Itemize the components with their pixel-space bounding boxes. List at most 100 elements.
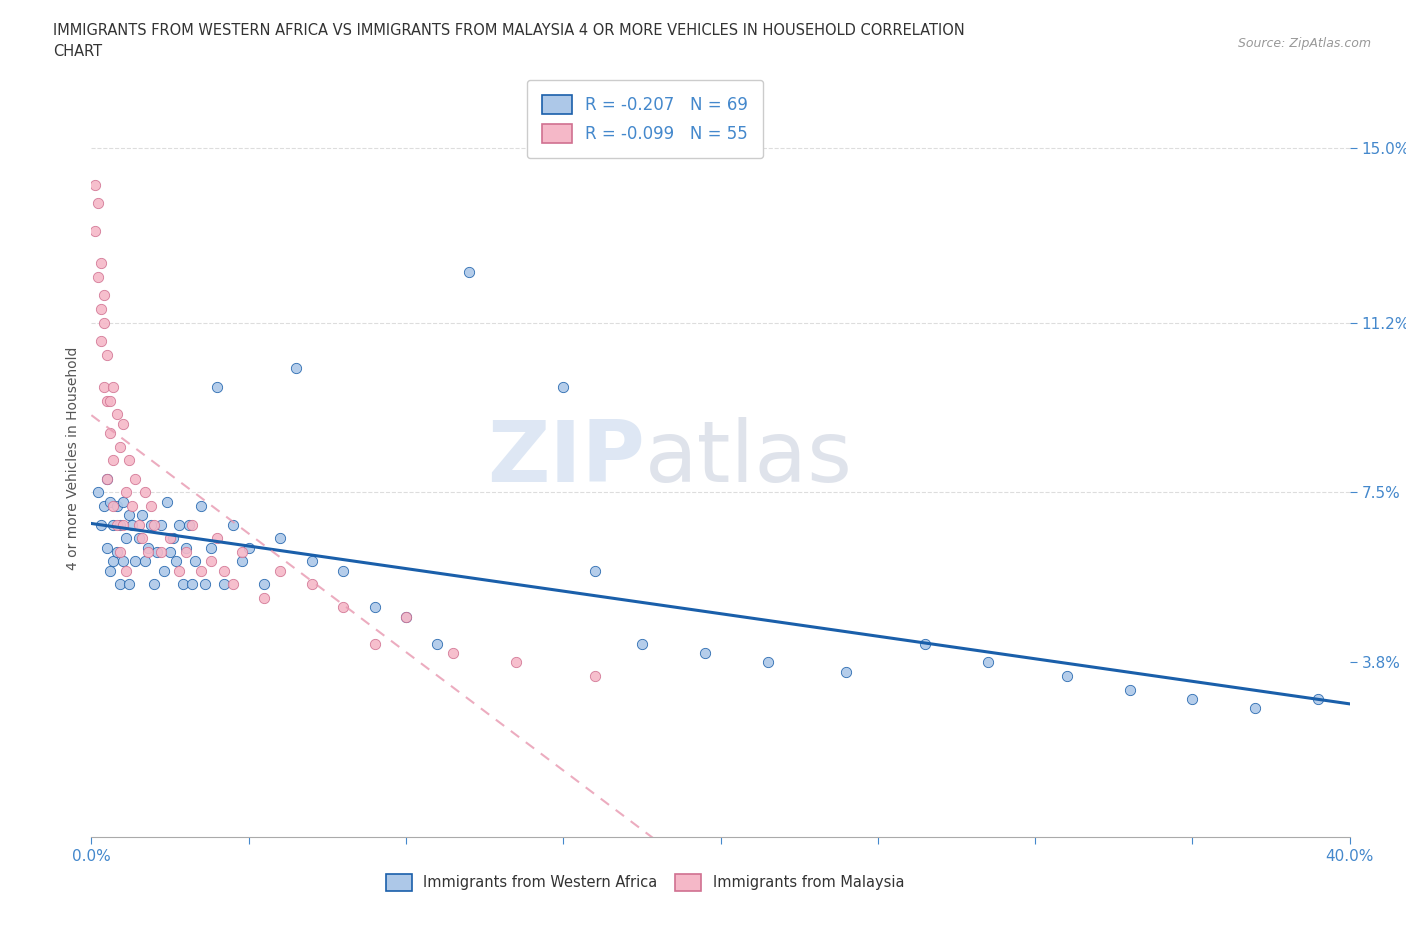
Point: [159, 531, 181, 546]
Point: [835, 664, 858, 679]
Point: [756, 655, 779, 670]
Point: [269, 531, 291, 546]
Point: [103, 453, 125, 468]
Point: [238, 540, 260, 555]
Point: [86, 485, 108, 500]
Text: CHART: CHART: [53, 44, 103, 59]
Point: [159, 545, 181, 560]
Point: [332, 600, 354, 615]
Point: [96, 540, 118, 555]
Point: [90, 301, 112, 316]
Point: [363, 637, 385, 652]
Point: [96, 347, 118, 362]
Point: [121, 498, 143, 513]
Point: [212, 564, 235, 578]
Point: [83, 178, 105, 193]
Point: [134, 554, 156, 569]
Point: [111, 517, 134, 532]
Point: [93, 315, 115, 330]
Point: [131, 508, 153, 523]
Point: [105, 545, 128, 560]
Point: [149, 545, 172, 560]
Point: [98, 564, 121, 578]
Point: [124, 554, 146, 569]
Point: [1308, 692, 1330, 707]
Point: [184, 554, 207, 569]
Point: [118, 577, 141, 591]
Point: [118, 453, 141, 468]
Text: Source: ZipAtlas.com: Source: ZipAtlas.com: [1237, 37, 1371, 50]
Point: [128, 531, 150, 546]
Point: [1118, 683, 1140, 698]
Point: [177, 517, 200, 532]
Point: [131, 531, 153, 546]
Point: [83, 223, 105, 238]
Point: [583, 669, 606, 684]
Point: [118, 508, 141, 523]
Point: [141, 498, 163, 513]
Point: [146, 545, 169, 560]
Point: [169, 517, 191, 532]
Point: [212, 577, 235, 591]
Point: [174, 540, 197, 555]
Point: [115, 531, 138, 546]
Point: [253, 577, 276, 591]
Point: [105, 517, 128, 532]
Point: [169, 564, 191, 578]
Point: [301, 577, 323, 591]
Text: ZIP: ZIP: [488, 417, 645, 499]
Point: [1056, 669, 1078, 684]
Point: [205, 531, 228, 546]
Point: [96, 472, 118, 486]
Point: [156, 494, 179, 509]
Text: IMMIGRANTS FROM WESTERN AFRICA VS IMMIGRANTS FROM MALAYSIA 4 OR MORE VEHICLES IN: IMMIGRANTS FROM WESTERN AFRICA VS IMMIGR…: [53, 23, 965, 38]
Point: [96, 472, 118, 486]
Point: [222, 577, 245, 591]
Point: [115, 564, 138, 578]
Point: [172, 577, 194, 591]
Point: [134, 485, 156, 500]
Point: [181, 577, 204, 591]
Point: [149, 517, 172, 532]
Point: [136, 545, 159, 560]
Point: [141, 517, 163, 532]
Point: [143, 517, 166, 532]
Point: [152, 564, 174, 578]
Point: [190, 498, 212, 513]
Point: [93, 287, 115, 302]
Point: [914, 637, 936, 652]
Point: [108, 439, 131, 454]
Point: [457, 264, 479, 279]
Point: [108, 545, 131, 560]
Point: [426, 637, 449, 652]
Point: [253, 591, 276, 605]
Point: [441, 645, 464, 660]
Point: [284, 361, 307, 376]
Point: [105, 498, 128, 513]
Point: [90, 256, 112, 271]
Point: [505, 655, 527, 670]
Point: [103, 517, 125, 532]
Point: [631, 637, 654, 652]
Point: [93, 379, 115, 394]
Point: [143, 577, 166, 591]
Point: [174, 545, 197, 560]
Point: [190, 564, 212, 578]
Point: [301, 554, 323, 569]
Point: [332, 564, 354, 578]
Point: [162, 531, 184, 546]
Point: [395, 609, 418, 624]
Point: [124, 472, 146, 486]
Point: [205, 379, 228, 394]
Point: [103, 379, 125, 394]
Point: [111, 554, 134, 569]
Point: [86, 195, 108, 210]
Point: [121, 517, 143, 532]
Point: [222, 517, 245, 532]
Point: [115, 485, 138, 500]
Point: [553, 379, 575, 394]
Point: [231, 554, 253, 569]
Point: [363, 600, 385, 615]
Point: [269, 564, 291, 578]
Point: [1244, 701, 1267, 716]
